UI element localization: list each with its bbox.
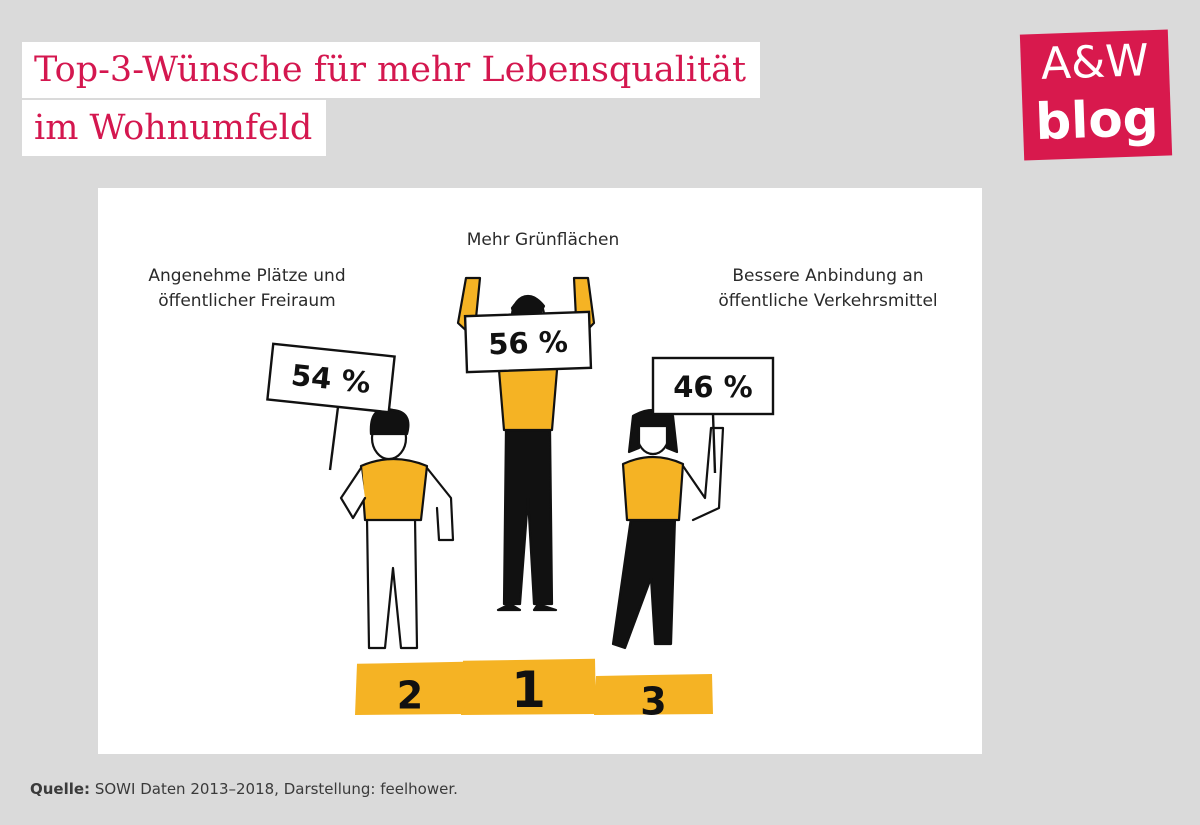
source-text: SOWI Daten 2013–2018, Darstellung: feelh… [94, 780, 458, 798]
figure-left-arm-right [425, 466, 455, 542]
podium-blocks: 1 2 3 [355, 658, 713, 723]
value-sign-2: 54 % [266, 342, 396, 414]
category-label-rank-2: Angenehme Plätze und öffentlicher Freira… [148, 266, 346, 311]
value-label-2: 54 % [290, 358, 373, 400]
podium-step-3 [594, 673, 713, 715]
value-label-1: 56 % [488, 325, 569, 362]
logo-text-blog: blog [1034, 88, 1160, 152]
value-sign-board-1 [463, 310, 593, 374]
page-title-line-1: Top-3-Wünsche für mehr Lebensqualität [22, 42, 761, 98]
podium-step-1 [461, 658, 596, 715]
category-label-rank-1: Mehr Grünflächen [466, 230, 620, 250]
value-sign-3: 46 % [651, 356, 775, 416]
source-note: Quelle: SOWI Daten 2013–2018, Darstellun… [30, 780, 458, 798]
figure-right-shirt [621, 455, 685, 522]
figure-right-arm [681, 426, 725, 522]
value-label-3: 46 % [673, 370, 753, 404]
value-sign-1: 56 % [463, 310, 593, 374]
figure-left-arm [339, 466, 367, 520]
podium-chart: 1 2 3 56 % 54 % 46 % Mehr Grünflächen Angeneh… [98, 188, 982, 754]
podium-step-2 [355, 661, 465, 715]
figure-left-hair [369, 407, 410, 436]
figure-center-legs [502, 426, 554, 606]
value-sign-pole-3 [711, 413, 717, 474]
figure-right [611, 408, 725, 650]
podium-svg: 1 2 3 56 % 54 % 46 % [266, 276, 775, 723]
value-sign-board-2 [266, 342, 396, 414]
figure-right-legs [611, 516, 677, 650]
logo-text-aw: A&W [1040, 35, 1150, 90]
page-title-line-2: im Wohnumfeld [22, 100, 327, 156]
figure-left-shirt [359, 457, 429, 522]
source-label: Quelle: [30, 780, 91, 798]
value-sign-pole-2 [328, 406, 340, 471]
aw-blog-logo[interactable]: A&W blog [1019, 29, 1173, 161]
figure-center-shoes [496, 602, 558, 612]
podium-rank-label-1: 1 [511, 661, 546, 719]
podium-rank-label-3: 3 [640, 679, 666, 723]
figure-left-legs [365, 516, 419, 650]
podium-rank-label-2: 2 [397, 673, 423, 717]
figure-left [339, 407, 455, 650]
category-label-rank-3: Bessere Anbindung an öffentliche Verkehr… [718, 266, 938, 311]
